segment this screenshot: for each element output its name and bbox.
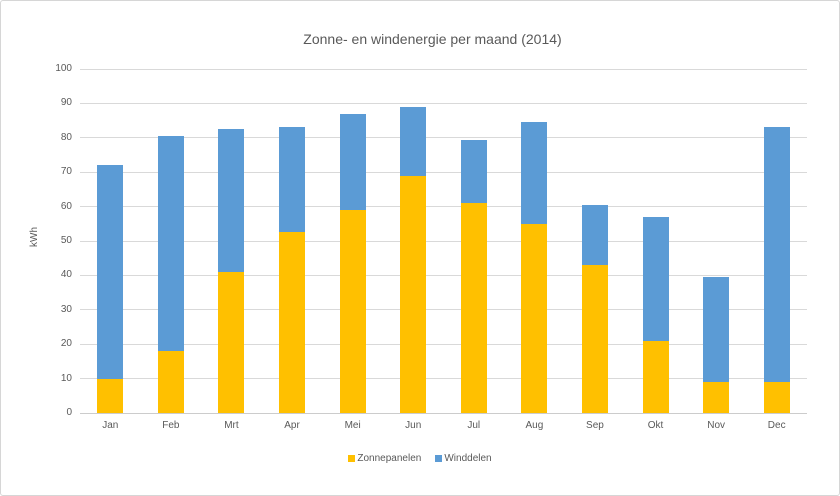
y-axis-tick-label: 40 xyxy=(60,269,72,281)
bar-feb-winddelen xyxy=(157,136,184,352)
x-axis-tick-label: Okt xyxy=(647,420,664,431)
y-axis-tick-label: 80 xyxy=(60,131,72,143)
bar-feb-zonnepanelen xyxy=(157,351,184,413)
x-axis-tick-label: Mrt xyxy=(224,420,239,431)
x-axis-tick-label: Mei xyxy=(344,420,361,431)
y-axis-tick-label: 30 xyxy=(60,303,72,315)
gridline xyxy=(80,343,807,345)
bar-jun-zonnepanelen xyxy=(400,175,427,413)
gridline xyxy=(80,137,807,139)
bar-apr-zonnepanelen xyxy=(279,232,306,413)
bar-mrt-winddelen xyxy=(218,129,245,272)
bar-apr-winddelen xyxy=(279,127,306,233)
x-axis-tick-label: Aug xyxy=(525,420,544,431)
x-axis-tick-label: Nov xyxy=(707,420,726,431)
bar-sep-winddelen xyxy=(581,204,608,266)
bar-sep-zonnepanelen xyxy=(581,265,608,413)
bar-jul-zonnepanelen xyxy=(460,203,487,413)
legend-swatch-icon xyxy=(435,455,443,462)
y-axis-tick-label: 20 xyxy=(60,338,72,350)
gridline xyxy=(80,274,807,276)
x-axis-tick-label: Feb xyxy=(162,420,180,431)
x-axis-tick-label: Jul xyxy=(467,420,481,431)
bar-mei-zonnepanelen xyxy=(339,210,366,413)
legend: Zonnepanelen Winddelen xyxy=(1,453,839,464)
y-axis-tick-label: 70 xyxy=(60,166,72,178)
gridline xyxy=(80,102,807,104)
gridline xyxy=(80,68,807,70)
gridline xyxy=(80,240,807,242)
bar-nov-winddelen xyxy=(703,277,730,383)
x-axis-tick-label: Sep xyxy=(586,420,604,431)
gridline xyxy=(80,378,807,380)
legend-swatch-icon xyxy=(348,455,356,462)
x-axis-line xyxy=(80,412,807,414)
y-axis-tick-label: 10 xyxy=(60,372,72,384)
gridline xyxy=(80,309,807,311)
x-axis-tick-label: Apr xyxy=(284,420,300,431)
y-axis-tick-label: 60 xyxy=(60,200,72,212)
x-axis-tick-label: Dec xyxy=(767,420,786,431)
bar-dec-zonnepanelen xyxy=(763,382,790,413)
x-axis-tick-label: Jun xyxy=(405,420,422,431)
y-axis-tick-label: 100 xyxy=(55,63,72,74)
bar-jul-winddelen xyxy=(460,139,487,204)
bar-nov-zonnepanelen xyxy=(703,382,730,413)
bar-mei-winddelen xyxy=(339,113,366,211)
gridline xyxy=(80,171,807,173)
y-axis-tick-label: 0 xyxy=(66,407,72,418)
bar-jan-winddelen xyxy=(97,165,124,379)
gridline xyxy=(80,206,807,208)
bar-jun-winddelen xyxy=(400,106,427,176)
bar-aug-winddelen xyxy=(521,122,548,224)
x-axis-tick-label: Jan xyxy=(102,420,119,431)
bar-dec-winddelen xyxy=(763,127,790,383)
bar-okt-zonnepanelen xyxy=(642,340,669,413)
legend-item-zonnepanelen: Zonnepanelen xyxy=(348,453,421,464)
legend-label: Winddelen xyxy=(444,453,492,464)
y-axis-tick-label: 90 xyxy=(60,97,72,109)
bar-mrt-zonnepanelen xyxy=(218,271,245,413)
bar-aug-zonnepanelen xyxy=(521,223,548,413)
y-axis-tick-label: 50 xyxy=(60,235,72,246)
bar-okt-winddelen xyxy=(642,216,669,341)
legend-label: Zonnepanelen xyxy=(357,453,422,464)
legend-item-winddelen: Winddelen xyxy=(435,453,492,464)
bar-jan-zonnepanelen xyxy=(97,378,124,413)
chart-title: Zonne- en windenergie per maand (2014) xyxy=(303,31,562,47)
